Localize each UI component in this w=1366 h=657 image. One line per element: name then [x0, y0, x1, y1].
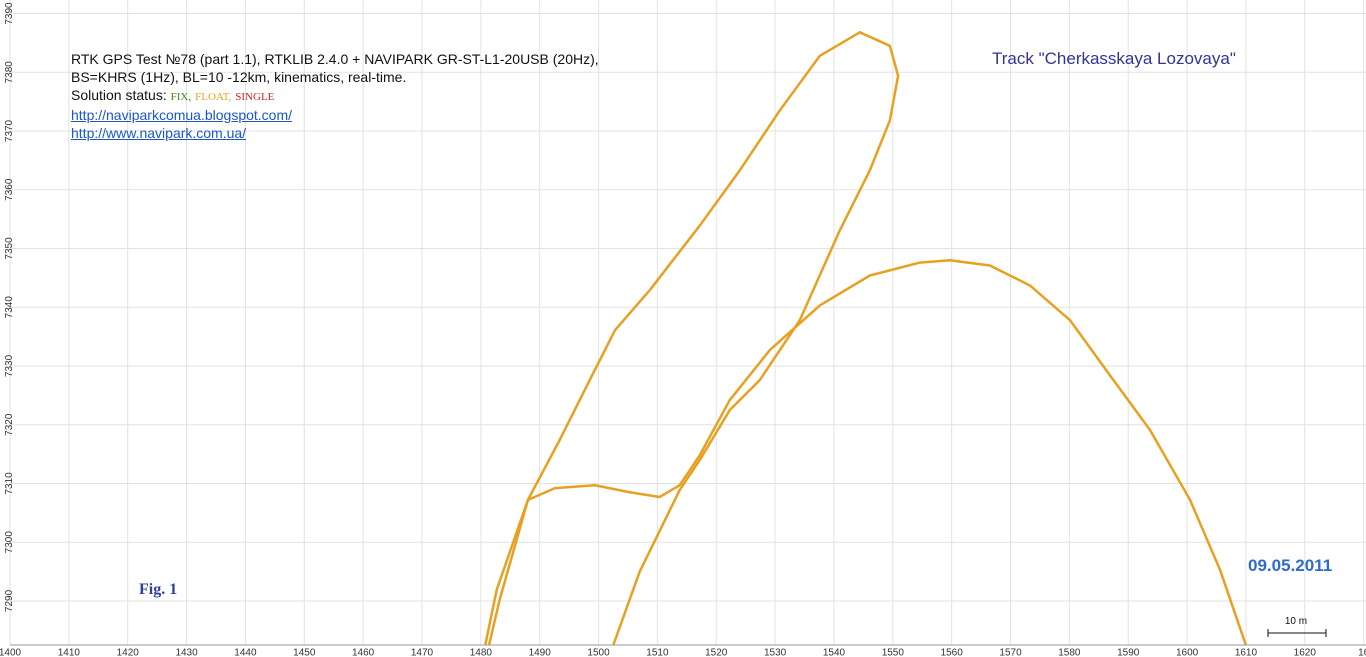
track-title: Track "Cherkasskaya Lozovaya" — [992, 49, 1236, 68]
x-tick-label: 1560 — [941, 648, 964, 657]
x-tick-label: 1500 — [587, 648, 610, 657]
x-tick-label: 1610 — [1235, 648, 1258, 657]
x-tick-label: 1510 — [646, 648, 669, 657]
status: FLOAT, — [195, 91, 232, 103]
x-tick-label: 1590 — [1117, 648, 1140, 657]
x-tick-label: 1530 — [764, 648, 787, 657]
status: FIX, — [170, 91, 192, 103]
track-line — [483, 31, 900, 645]
x-tick-label: 1620 — [1294, 648, 1317, 657]
figure-label: Fig. 1 — [139, 581, 178, 598]
x-tick-label: 1450 — [293, 648, 316, 657]
status: SINGLE — [235, 91, 275, 103]
title-line: RTK GPS Test №78 (part 1.1), RTKLIB 2.4.… — [71, 51, 599, 67]
y-tick-label: 7360 — [4, 178, 15, 201]
y-tick-label: 7320 — [4, 413, 15, 436]
title-line: BS=KHRS (1Hz), BL=10 -12km, kinematics, … — [71, 69, 407, 85]
x-tick-label: 1420 — [117, 648, 140, 657]
y-tick-label: 7330 — [4, 354, 15, 377]
x-tick-label: 1550 — [882, 648, 905, 657]
track-line — [487, 258, 1248, 645]
x-tick-label: 1490 — [529, 648, 552, 657]
x-tick-label: 1400 — [0, 648, 22, 657]
y-tick-label: 7290 — [4, 589, 15, 612]
y-tick-label: 7350 — [4, 237, 15, 260]
x-tick-label: 1410 — [58, 648, 81, 657]
x-tick-label: 1580 — [1058, 648, 1081, 657]
x-tick-label: 1600 — [1176, 648, 1199, 657]
x-tick-label: 1440 — [234, 648, 257, 657]
scale-label: 10 m — [1284, 616, 1308, 627]
status-label: Solution status: — [71, 87, 167, 103]
statuses: FIX, FLOAT, SINGLE — [171, 87, 279, 103]
x-tick-label: 16 — [1358, 648, 1366, 657]
x-tick-label: 1480 — [470, 648, 493, 657]
y-tick-label: 7370 — [4, 119, 15, 142]
y-tick-label: 7310 — [4, 472, 15, 495]
x-tick-label: 1540 — [823, 648, 846, 657]
x-tick-label: 1430 — [175, 648, 198, 657]
x-tick-label: 1460 — [352, 648, 375, 657]
y-tick-label: 7300 — [4, 531, 15, 554]
y-tick-label: 7380 — [4, 61, 15, 84]
y-tick-label: 7390 — [4, 2, 15, 25]
y-tick-label: 7340 — [4, 296, 15, 319]
link[interactable]: http://naviparkcomua.blogspot.com/ — [71, 107, 293, 123]
link[interactable]: http://www.navipark.com.ua/ — [71, 125, 247, 141]
grid — [9, 0, 1366, 645]
status-line: Solution status: FIX, FLOAT, SINGLE — [71, 86, 599, 106]
info: RTK GPS Test №78 (part 1.1), RTKLIB 2.4.… — [71, 50, 599, 142]
x-tick-label: 1570 — [999, 648, 1022, 657]
x-tick-label: 1470 — [411, 648, 434, 657]
tracks — [483, 31, 1248, 645]
date: 09.05.2011 — [1248, 556, 1333, 575]
x-tick-label: 1520 — [705, 648, 728, 657]
